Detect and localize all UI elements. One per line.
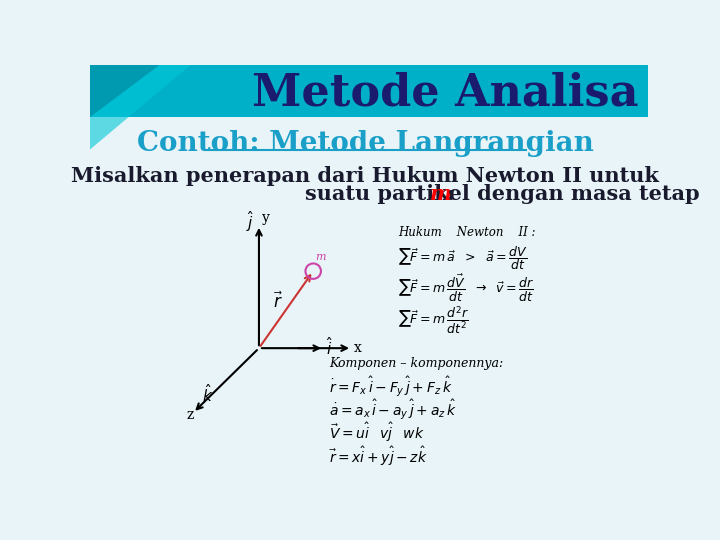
Polygon shape (90, 65, 191, 150)
Text: suatu partikel dengan masa tetap: suatu partikel dengan masa tetap (305, 184, 707, 204)
Text: :: : (441, 184, 455, 204)
Text: Misalkan penerapan dari Hukum Newton II untuk: Misalkan penerapan dari Hukum Newton II … (71, 166, 659, 186)
Text: $\sum \vec{F} = m\,\dfrac{d\vec{V}}{dt}$  $\rightarrow$  $\vec{v} = \dfrac{dr}{d: $\sum \vec{F} = m\,\dfrac{d\vec{V}}{dt}$… (398, 273, 535, 305)
Text: $\hat{i}$: $\hat{i}$ (326, 336, 333, 358)
Text: Hukum    Newton    II :: Hukum Newton II : (398, 226, 536, 239)
Text: Contoh: Metode Langrangian: Contoh: Metode Langrangian (137, 130, 593, 157)
Text: $\sum \vec{F} = m\,\dfrac{d^2r}{dt^2}$: $\sum \vec{F} = m\,\dfrac{d^2r}{dt^2}$ (398, 304, 469, 335)
Text: y: y (262, 211, 270, 225)
Text: $\vec{V} = u\hat{i} \;\;\; v\hat{j} \;\;\; wk$: $\vec{V} = u\hat{i} \;\;\; v\hat{j} \;\;… (329, 421, 424, 444)
Text: m: m (315, 252, 325, 261)
Text: z: z (187, 408, 194, 422)
Text: $\hat{j}$: $\hat{j}$ (246, 209, 254, 234)
Text: $\dot{r} = F_x\,\hat{i} - F_y\,\hat{j} + F_z\,\hat{k}$: $\dot{r} = F_x\,\hat{i} - F_y\,\hat{j} +… (329, 374, 452, 399)
Text: $\vec{r} = x\hat{i} + y\hat{j} - z\hat{k}$: $\vec{r} = x\hat{i} + y\hat{j} - z\hat{k… (329, 444, 428, 468)
Text: Komponen – komponennya:: Komponen – komponennya: (329, 357, 503, 370)
Text: Metode Analisa: Metode Analisa (252, 71, 639, 114)
Text: x: x (354, 341, 362, 355)
Text: m: m (429, 184, 451, 204)
Polygon shape (90, 65, 160, 117)
Text: $\dot{a} = a_x\,\hat{i} - a_y\,\hat{j} + a_z\,\hat{k}$: $\dot{a} = a_x\,\hat{i} - a_y\,\hat{j} +… (329, 397, 456, 422)
Text: $\sum \vec{F} = m\,\vec{a}$  $>$  $\vec{a} = \dfrac{dV}{dt}$: $\sum \vec{F} = m\,\vec{a}$ $>$ $\vec{a}… (398, 244, 528, 272)
FancyBboxPatch shape (90, 65, 648, 117)
Text: $\vec{r}$: $\vec{r}$ (273, 292, 283, 312)
Text: $\hat{k}$: $\hat{k}$ (202, 383, 214, 405)
